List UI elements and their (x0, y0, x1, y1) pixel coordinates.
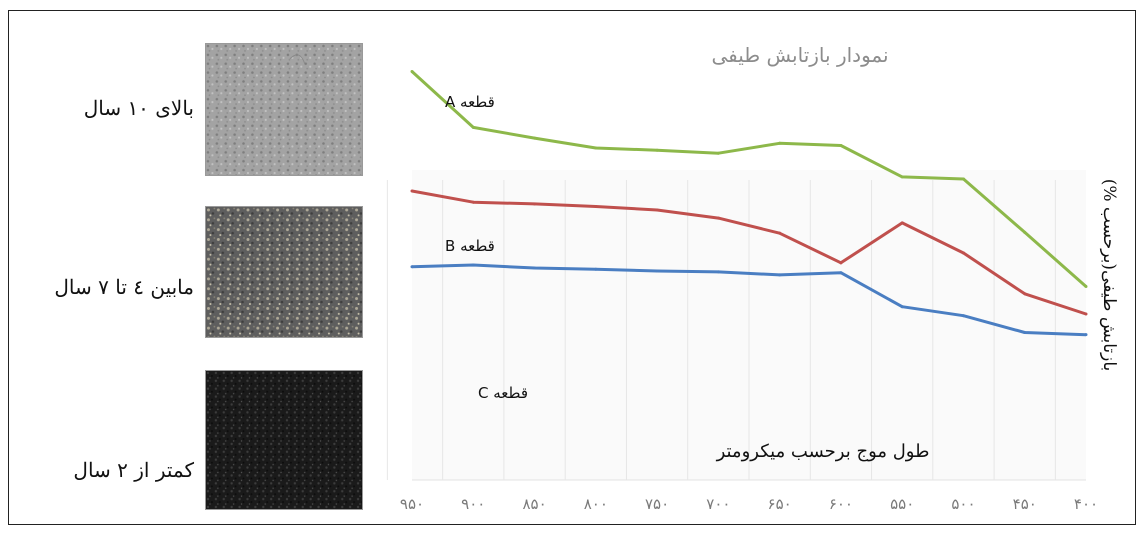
sample-label-4-to-7-years: مابین ٤ تا ۷ سال (54, 275, 194, 299)
data-point (961, 177, 965, 181)
x-tick-label: ۶۵۰ (768, 495, 792, 513)
chart-title: نمودار بازتابش طیفی (711, 43, 888, 67)
y-axis-label: بازتابش طیفی(برحسب %) (1099, 179, 1119, 372)
x-tick-label: ۷۰۰ (706, 495, 730, 513)
data-point (655, 208, 659, 212)
data-point (410, 189, 414, 193)
data-point (778, 231, 782, 235)
series-label-1: قطعه A (445, 93, 495, 111)
data-point (594, 205, 598, 209)
data-point (961, 251, 965, 255)
x-tick-label: ۹۵۰ (400, 495, 424, 513)
data-point (900, 221, 904, 225)
data-point (410, 265, 414, 269)
data-point (961, 314, 965, 318)
data-point (1084, 285, 1088, 288)
x-axis-label: طول موج برحسب میکرومتر (716, 441, 930, 462)
data-point (471, 125, 475, 129)
data-point (716, 216, 720, 220)
data-point (1023, 292, 1027, 296)
x-tick-label: ۸۰۰ (584, 495, 608, 513)
data-point (533, 202, 537, 206)
data-point (655, 269, 659, 273)
x-tick-label: ۵۵۰ (890, 495, 914, 513)
data-point (1084, 312, 1088, 316)
x-tick-label: ۵۰۰ (951, 495, 975, 513)
data-point (655, 148, 659, 152)
data-point (1023, 230, 1027, 234)
data-point (839, 143, 843, 147)
data-point (533, 136, 537, 140)
sample-photo-4-to-7-years (205, 206, 363, 338)
data-point (594, 267, 598, 271)
x-tick-label: ۴۰۰ (1074, 495, 1098, 513)
series-label-3: قطعه C (478, 384, 528, 402)
data-point (900, 305, 904, 309)
data-point (533, 266, 537, 270)
data-point (778, 141, 782, 145)
data-point (594, 146, 598, 150)
data-point (716, 270, 720, 274)
sample-photo-over-10-years (205, 43, 363, 176)
data-point (839, 271, 843, 275)
x-tick-label: ۹۰۰ (461, 495, 485, 513)
x-tick-label: ۶۰۰ (829, 495, 853, 513)
x-tick-label: ۸۵۰ (522, 495, 546, 513)
series-line-2 (411, 189, 1087, 316)
data-point (1084, 333, 1088, 337)
sample-label-over-10-years: بالای ۱۰ سال (83, 96, 194, 120)
series-label-2: قطعه B (445, 237, 495, 255)
data-point (716, 151, 720, 155)
x-tick-label: ۴۵۰ (1013, 495, 1037, 513)
sample-label-under-2-years: کمتر از ۲ سال (73, 458, 194, 482)
data-point (839, 261, 843, 265)
data-point (471, 263, 475, 267)
series-line-3 (411, 263, 1087, 337)
x-tick-label: ۷۵۰ (645, 495, 669, 513)
series-line-1 (410, 70, 1087, 288)
data-point (1023, 331, 1027, 335)
sample-photo-under-2-years (205, 370, 363, 510)
data-point (410, 70, 414, 73)
data-point (900, 175, 904, 179)
spectral-reflectance-chart: نمودار بازتابش طیفی طول موج برحسب میکرومت… (386, 43, 1119, 513)
data-point (778, 273, 782, 277)
data-point (471, 200, 475, 204)
